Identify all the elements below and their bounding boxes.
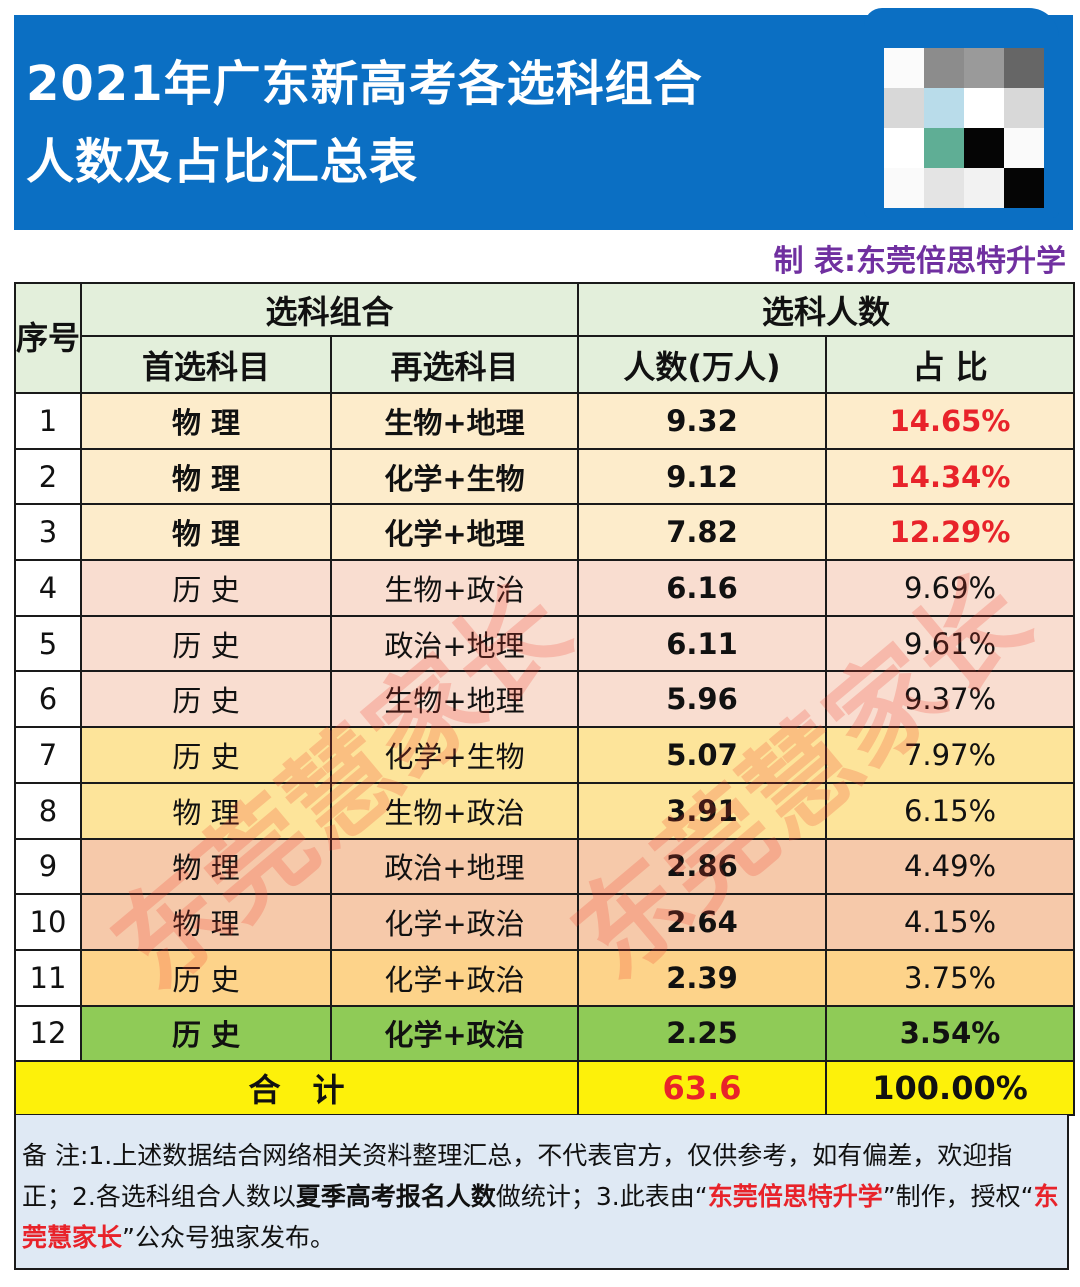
row-index: 3 <box>14 503 82 562</box>
people-count: 2.64 <box>577 893 828 951</box>
credit-label: 制 表:东莞倍思特升学 <box>773 244 1066 279</box>
secondary-subjects: 政治+地理 <box>329 614 580 673</box>
row-index: 10 <box>14 893 82 951</box>
col-header-secondary: 再选科目 <box>329 335 580 394</box>
notes-text: 做统计；3.此表由“ <box>495 1182 708 1211</box>
primary-subject: 历 史 <box>80 1004 332 1063</box>
ratio: 4.49% <box>825 837 1076 896</box>
row-index: 6 <box>14 670 82 729</box>
people-count: 9.32 <box>577 392 828 450</box>
ratio: 3.75% <box>825 948 1076 1007</box>
secondary-subjects: 生物+地理 <box>329 392 580 450</box>
ratio: 7.97% <box>825 726 1076 784</box>
primary-subject: 历 史 <box>80 670 332 729</box>
people-count: 9.12 <box>577 447 828 506</box>
secondary-subjects: 化学+生物 <box>329 447 580 506</box>
ratio: 4.15% <box>825 893 1076 951</box>
notes-panel: 备 注:1.上述数据结合网络相关资料整理汇总，不代表官方，仅供参考，如有偏差，欢… <box>14 1115 1069 1270</box>
primary-subject: 历 史 <box>80 559 332 617</box>
col-header-primary: 首选科目 <box>80 335 332 394</box>
ratio: 14.65% <box>825 392 1076 450</box>
row-index: 2 <box>14 447 82 506</box>
secondary-subjects: 化学+政治 <box>329 893 580 951</box>
ratio: 3.54% <box>825 1004 1076 1063</box>
secondary-subjects: 化学+政治 <box>329 1004 580 1063</box>
people-count: 2.86 <box>577 837 828 896</box>
primary-subject: 物 理 <box>80 893 332 951</box>
secondary-subjects: 化学+生物 <box>329 726 580 784</box>
notes-maker: 东莞倍思特升学 <box>707 1182 883 1211</box>
total-people: 63.6 <box>577 1060 828 1117</box>
notes-bold: 夏季高考报名人数 <box>295 1182 496 1211</box>
ratio: 9.69% <box>825 559 1076 617</box>
table-row: 11 历 史化学+政治 2.39 3.75% <box>14 948 1076 1007</box>
people-count: 5.96 <box>577 670 828 729</box>
row-index: 4 <box>14 559 82 617</box>
row-index: 8 <box>14 781 82 840</box>
ratio: 9.61% <box>825 614 1076 673</box>
secondary-subjects: 生物+政治 <box>329 559 580 617</box>
qr-code-icon <box>864 8 1059 218</box>
secondary-subjects: 化学+政治 <box>329 948 580 1007</box>
group-header-count: 选科人数 <box>577 282 1076 337</box>
people-count: 6.11 <box>577 614 828 673</box>
total-label: 合 计 <box>13 1060 580 1117</box>
title-line-1: 2021年广东新高考各选科组合 <box>26 56 703 112</box>
ratio: 14.34% <box>825 447 1076 506</box>
ratio: 12.29% <box>825 503 1076 562</box>
people-count: 2.39 <box>577 948 828 1007</box>
notes-text: ”制作，授权“ <box>882 1182 1034 1211</box>
people-count: 5.07 <box>577 726 828 784</box>
row-index: 9 <box>14 837 82 896</box>
primary-subject: 物 理 <box>80 447 332 506</box>
ratio: 9.37% <box>825 670 1076 729</box>
primary-subject: 物 理 <box>80 503 332 562</box>
secondary-subjects: 化学+地理 <box>329 503 580 562</box>
secondary-subjects: 生物+地理 <box>329 670 580 729</box>
primary-subject: 物 理 <box>80 781 332 840</box>
people-count: 3.91 <box>577 781 828 840</box>
table-row: 10 物 理化学+政治 2.64 4.15% <box>14 893 1076 951</box>
notes-text: 备 注:1.上述数据结合网络相关资料整理汇总，不代表官方，仅供参考，如有偏差，欢… <box>22 1141 1013 1211</box>
row-index: 1 <box>14 392 82 450</box>
group-header-combo: 选科组合 <box>79 282 580 337</box>
title-line-2: 人数及占比汇总表 <box>26 134 419 190</box>
total-ratio: 100.00% <box>825 1060 1076 1117</box>
row-index: 12 <box>14 1004 82 1063</box>
col-header-index: 序号 <box>14 282 82 394</box>
people-count: 6.16 <box>577 559 828 617</box>
primary-subject: 历 史 <box>80 614 332 673</box>
notes-publisher: 东莞慧家长 <box>22 1182 1059 1252</box>
secondary-subjects: 生物+政治 <box>329 781 580 840</box>
secondary-subjects: 政治+地理 <box>329 837 580 896</box>
col-header-ratio: 占 比 <box>825 335 1076 394</box>
people-count: 2.25 <box>577 1004 828 1063</box>
primary-subject: 物 理 <box>80 837 332 896</box>
primary-subject: 历 史 <box>80 948 332 1007</box>
col-header-people: 人数(万人) <box>577 335 828 394</box>
primary-subject: 历 史 <box>80 726 332 784</box>
ratio: 6.15% <box>825 781 1076 840</box>
table-row: 12 历 史化学+政治 2.25 3.54% <box>14 1004 1076 1063</box>
page-title: 2021年广东新高考各选科组合 人数及占比汇总表 <box>26 45 703 201</box>
notes-text: ”公众号独家发布。 <box>122 1223 335 1252</box>
row-index: 11 <box>14 948 82 1007</box>
people-count: 7.82 <box>577 503 828 562</box>
primary-subject: 物 理 <box>80 392 332 450</box>
row-index: 7 <box>14 726 82 784</box>
row-index: 5 <box>14 614 82 673</box>
